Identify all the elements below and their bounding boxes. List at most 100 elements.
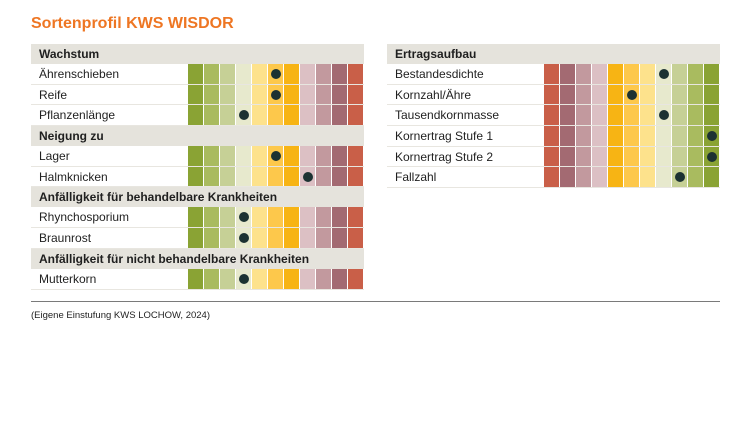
- row-label: Mutterkorn: [39, 271, 97, 286]
- scale-cell: [252, 268, 267, 289]
- scale-cell: [220, 166, 235, 187]
- scale-cell: [624, 105, 639, 126]
- scale-cell: [300, 207, 315, 228]
- scale-cell: [592, 126, 607, 146]
- rating-scale: [188, 146, 364, 167]
- rating-dot: [270, 151, 281, 162]
- row-divider: [387, 187, 720, 189]
- scale-cell: [560, 146, 575, 167]
- scale-cell: [576, 167, 591, 188]
- scale-cell: [188, 207, 203, 228]
- chart-title: Sortenprofil KWS WISDOR: [31, 15, 234, 32]
- rating-row: Kornertrag Stufe 2: [387, 146, 720, 168]
- rating-row: Pflanzenlänge: [31, 105, 364, 127]
- row-label: Kornzahl/Ähre: [395, 87, 472, 102]
- scale-cell: [332, 105, 347, 126]
- scale-cell: [688, 167, 703, 188]
- scale-cell: [284, 105, 299, 126]
- scale-cell: [316, 64, 331, 84]
- rating-dot: [238, 233, 249, 244]
- scale-cell: [284, 146, 299, 166]
- rating-scale: [544, 167, 720, 188]
- row-divider: [387, 145, 720, 147]
- scale-cell: [688, 64, 703, 84]
- scale-cell: [300, 84, 315, 105]
- row-label: Braunrost: [39, 231, 92, 246]
- scale-cell: [592, 84, 607, 105]
- rating-dot: [706, 131, 717, 142]
- scale-cell: [656, 167, 671, 188]
- scale-cell: [688, 146, 703, 167]
- scale-cell: [188, 84, 203, 105]
- scale-cell: [220, 228, 235, 248]
- scale-cell: [640, 146, 655, 167]
- scale-cell: [188, 146, 203, 166]
- scale-cell: [688, 105, 703, 126]
- scale-cell: [252, 105, 267, 126]
- rating-row: Reife: [31, 84, 364, 106]
- scale-cell: [284, 166, 299, 187]
- scale-cell: [640, 105, 655, 126]
- rating-row: Fallzahl: [387, 167, 720, 189]
- row-label: Lager: [39, 149, 70, 164]
- section-header: Neigung zu: [31, 126, 364, 147]
- row-divider: [31, 247, 364, 249]
- right-panel: Ertragsaufbau Bestandesdichte Kornzahl/Ähr…: [387, 44, 720, 189]
- rating-scale: [544, 126, 720, 147]
- scale-cell: [560, 167, 575, 188]
- scale-cell: [332, 146, 347, 166]
- left-panel: Wachstum Ährenschieben Reife Pflanzenlänge N…: [31, 44, 364, 290]
- rating-row: Mutterkorn: [31, 268, 364, 290]
- rating-row: Lager: [31, 146, 364, 167]
- scale-cell: [608, 105, 623, 126]
- scale-cell: [220, 268, 235, 289]
- scale-cell: [656, 126, 671, 146]
- rating-scale: [544, 105, 720, 126]
- scale-cell: [236, 146, 251, 166]
- scale-cell: [608, 167, 623, 188]
- scale-cell: [300, 146, 315, 166]
- scale-cell: [592, 105, 607, 126]
- scale-cell: [560, 64, 575, 84]
- scale-cell: [688, 84, 703, 105]
- scale-cell: [688, 126, 703, 146]
- scale-cell: [704, 105, 719, 126]
- scale-cell: [672, 64, 687, 84]
- row-label: Halmknicken: [39, 169, 108, 184]
- scale-cell: [656, 84, 671, 105]
- scale-cell: [640, 126, 655, 146]
- row-label: Reife: [39, 87, 68, 102]
- scale-cell: [704, 64, 719, 84]
- scale-cell: [704, 167, 719, 188]
- scale-cell: [544, 84, 559, 105]
- scale-cell: [188, 268, 203, 289]
- scale-cell: [624, 126, 639, 146]
- scale-cell: [656, 146, 671, 167]
- rating-scale: [188, 105, 364, 126]
- rating-dot: [302, 171, 313, 182]
- scale-cell: [672, 84, 687, 105]
- footer-divider: [31, 301, 720, 302]
- scale-cell: [608, 126, 623, 146]
- rating-scale: [188, 207, 364, 228]
- rating-scale: [188, 166, 364, 188]
- scale-cell: [332, 207, 347, 228]
- scale-cell: [332, 228, 347, 248]
- rating-scale: [188, 228, 364, 249]
- scale-cell: [268, 166, 283, 187]
- row-label: Fallzahl: [395, 170, 437, 185]
- rating-scale: [188, 84, 364, 106]
- scale-cell: [544, 126, 559, 146]
- rating-row: Kornzahl/Ähre: [387, 84, 720, 106]
- rating-dot: [238, 273, 249, 284]
- row-divider: [387, 83, 720, 85]
- scale-cell: [188, 166, 203, 187]
- scale-cell: [332, 84, 347, 105]
- scale-cell: [348, 146, 363, 166]
- scale-cell: [204, 268, 219, 289]
- rating-row: Halmknicken: [31, 166, 364, 188]
- scale-cell: [332, 64, 347, 84]
- row-divider: [31, 165, 364, 167]
- scale-cell: [348, 207, 363, 228]
- scale-cell: [204, 166, 219, 187]
